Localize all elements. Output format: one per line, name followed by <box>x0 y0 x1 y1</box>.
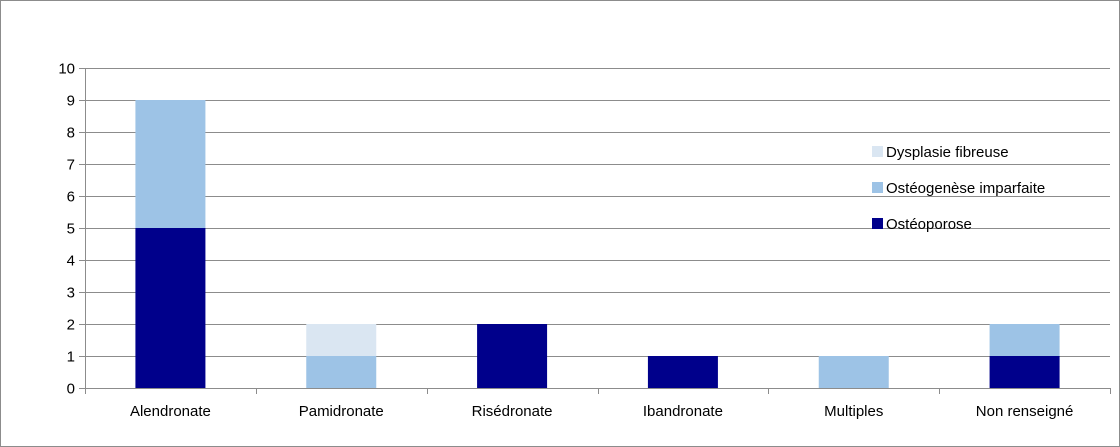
bars <box>135 100 1060 388</box>
legend-label: Ostéogenèse imparfaite <box>886 180 1045 197</box>
y-tick-label: 10 <box>58 61 75 78</box>
legend-label: Ostéoporose <box>886 216 972 233</box>
x-tick-label: Pamidronate <box>299 403 384 420</box>
bar-segment <box>989 356 1060 388</box>
y-tick-label: 1 <box>67 349 75 366</box>
legend-swatch <box>872 146 883 157</box>
bar-segment <box>477 324 548 388</box>
gridlines <box>79 68 1110 389</box>
bar-segment <box>989 324 1060 356</box>
x-tick-label: Ibandronate <box>643 403 723 420</box>
bar-segment <box>818 356 889 388</box>
y-tick-label: 0 <box>67 381 75 398</box>
x-tick-label: Non renseigné <box>976 403 1074 420</box>
legend-swatch <box>872 182 883 193</box>
y-tick-label: 5 <box>67 221 75 238</box>
bar-segment <box>306 356 377 388</box>
x-tick-label: Alendronate <box>130 403 211 420</box>
y-tick-label: 2 <box>67 317 75 334</box>
bar-segment <box>647 356 718 388</box>
x-tick-label: Multiples <box>824 403 883 420</box>
bar-segment <box>135 100 206 228</box>
axes: 0 1 2 3 4 5 6 7 8 9 10 Alendronate Pamidronate Risédr… <box>58 61 1111 420</box>
bar-segment <box>306 324 377 356</box>
x-tick-label: Risédronate <box>472 403 553 420</box>
legend-label: Dysplasie fibreuse <box>886 144 1009 161</box>
bar-segment <box>135 228 206 388</box>
y-tick-label: 4 <box>67 253 75 270</box>
y-tick-label: 9 <box>67 93 75 110</box>
legend-swatch <box>872 218 883 229</box>
y-tick-label: 8 <box>67 125 75 142</box>
y-tick-label: 7 <box>67 157 75 174</box>
y-tick-label: 3 <box>67 285 75 302</box>
legend: Dysplasie fibreuse Ostéogenèse imparfaite… <box>872 144 1045 233</box>
y-tick-label: 6 <box>67 189 75 206</box>
